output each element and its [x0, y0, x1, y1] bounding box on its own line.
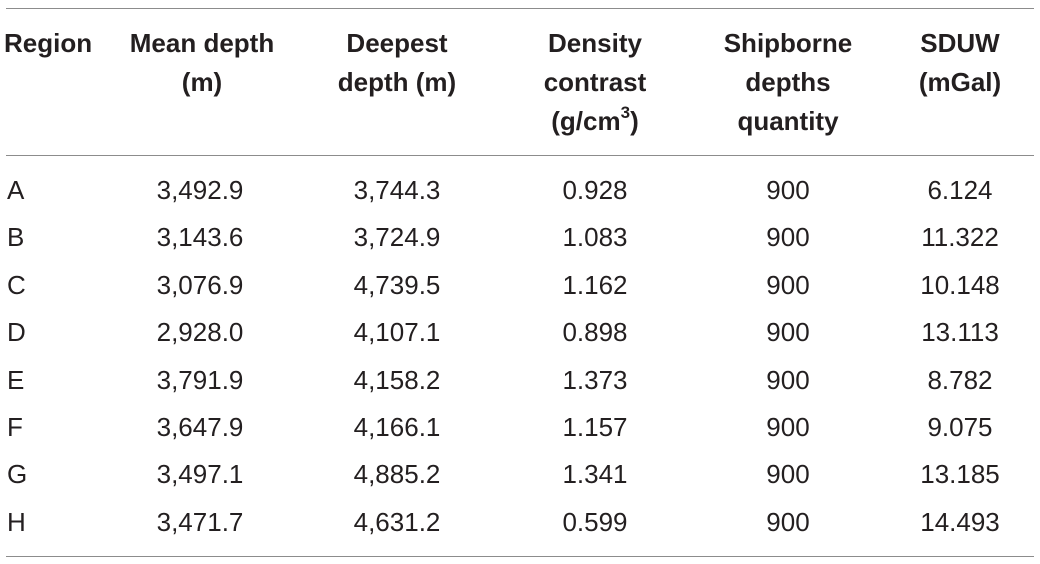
cell-deepest-depth: 4,885.2: [353, 459, 441, 490]
cell-region: E: [7, 364, 25, 395]
cell-deepest-depth: 4,739.5: [353, 269, 441, 300]
table-bottom-rule: [6, 556, 1034, 557]
cell-deepest-depth: 3,744.3: [353, 175, 441, 205]
cell-sduw: 9.075: [927, 412, 993, 442]
cell-mean-depth: 2,928.0: [156, 317, 244, 348]
cell-region: H: [7, 506, 26, 537]
cell-shipborne-depths-quantity: 900: [766, 459, 810, 490]
cell-sduw: 13.113: [921, 317, 999, 348]
cell-region: F: [7, 412, 23, 442]
cell-mean-depth: 3,492.9: [156, 175, 244, 205]
cell-shipborne-depths-quantity: 900: [766, 412, 810, 442]
cell-shipborne-depths-quantity: 900: [766, 317, 810, 348]
cell-density-contrast: 1.157: [562, 412, 628, 442]
cell-deepest-depth: 3,724.9: [353, 222, 441, 253]
cell-mean-depth: 3,471.7: [156, 506, 244, 537]
cell-shipborne-depths-quantity: 900: [766, 269, 810, 300]
header-density-contrast: Density contrast (g/cm3): [543, 28, 647, 136]
cell-region: G: [7, 459, 28, 490]
cell-mean-depth: 3,497.1: [156, 459, 244, 490]
cell-density-contrast: 0.599: [562, 506, 628, 537]
cell-sduw: 13.185: [920, 459, 1000, 490]
cell-density-contrast: 0.898: [562, 317, 628, 348]
cell-region: A: [7, 175, 25, 205]
cell-shipborne-depths-quantity: 900: [766, 222, 810, 253]
cell-region: B: [7, 222, 25, 253]
table-top-rule: [6, 8, 1034, 9]
cell-deepest-depth: 4,107.1: [353, 317, 441, 348]
header-mean-depth: Mean depth (m): [129, 28, 275, 97]
cell-shipborne-depths-quantity: 900: [766, 364, 810, 395]
cell-shipborne-depths-quantity: 900: [766, 506, 810, 537]
header-bottom-rule: [6, 155, 1034, 156]
header-shipborne-depths-quantity: Shipborne depths quantity: [723, 28, 853, 136]
cell-region: D: [7, 317, 26, 348]
cell-sduw: 11.322: [921, 222, 999, 253]
cell-sduw: 10.148: [920, 269, 1000, 300]
cell-sduw: 6.124: [927, 175, 993, 205]
cell-deepest-depth: 4,158.2: [353, 364, 441, 395]
cell-deepest-depth: 4,631.2: [353, 506, 441, 537]
cell-density-contrast: 1.341: [562, 459, 628, 490]
cell-density-contrast: 1.162: [562, 269, 628, 300]
cell-sduw: 14.493: [920, 506, 1000, 537]
cell-density-contrast: 1.083: [562, 222, 628, 253]
cell-deepest-depth: 4,166.1: [353, 412, 441, 442]
header-deepest-depth: Deepest depth (m): [337, 28, 457, 97]
cell-mean-depth: 3,647.9: [156, 412, 244, 442]
cell-shipborne-depths-quantity: 900: [766, 175, 810, 205]
cell-density-contrast: 0.928: [562, 175, 628, 205]
cell-sduw: 8.782: [927, 364, 993, 395]
cell-mean-depth: 3,791.9: [156, 364, 244, 395]
cell-region: C: [7, 269, 26, 300]
header-region: Region: [4, 28, 93, 58]
cell-mean-depth: 3,143.6: [156, 222, 244, 253]
header-sduw: SDUW (mGal): [918, 28, 1002, 97]
cell-density-contrast: 1.373: [562, 364, 628, 395]
cell-mean-depth: 3,076.9: [156, 269, 244, 300]
